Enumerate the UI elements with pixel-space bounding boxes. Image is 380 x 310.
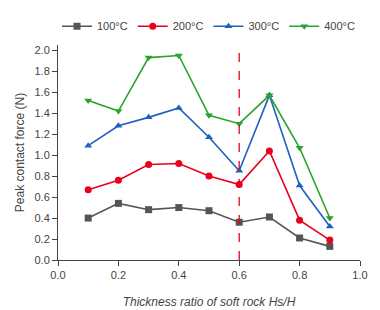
svg-text:1.6: 1.6 <box>35 86 50 98</box>
svg-text:2.0: 2.0 <box>35 44 50 56</box>
svg-text:0.2: 0.2 <box>111 269 126 281</box>
svg-text:Thickness ratio of soft rock H: Thickness ratio of soft rock Hs/H <box>123 295 296 309</box>
svg-text:300°C: 300°C <box>249 20 280 32</box>
svg-text:400°C: 400°C <box>324 20 355 32</box>
svg-text:0.4: 0.4 <box>35 212 50 224</box>
svg-text:1.0: 1.0 <box>352 269 367 281</box>
svg-text:0.2: 0.2 <box>35 233 50 245</box>
svg-text:0.8: 0.8 <box>35 170 50 182</box>
svg-text:0.0: 0.0 <box>35 254 50 266</box>
svg-text:0.6: 0.6 <box>35 191 50 203</box>
svg-text:0.0: 0.0 <box>50 269 65 281</box>
svg-text:1.2: 1.2 <box>35 128 50 140</box>
svg-text:1.8: 1.8 <box>35 65 50 77</box>
svg-text:0.6: 0.6 <box>232 269 247 281</box>
svg-text:100°C: 100°C <box>97 20 128 32</box>
svg-text:1.4: 1.4 <box>35 107 50 119</box>
svg-text:0.4: 0.4 <box>171 269 186 281</box>
svg-text:1.0: 1.0 <box>35 149 50 161</box>
svg-text:200°C: 200°C <box>173 20 204 32</box>
svg-text:0.8: 0.8 <box>292 269 307 281</box>
svg-text:Peak contact force (N): Peak contact force (N) <box>13 93 27 212</box>
